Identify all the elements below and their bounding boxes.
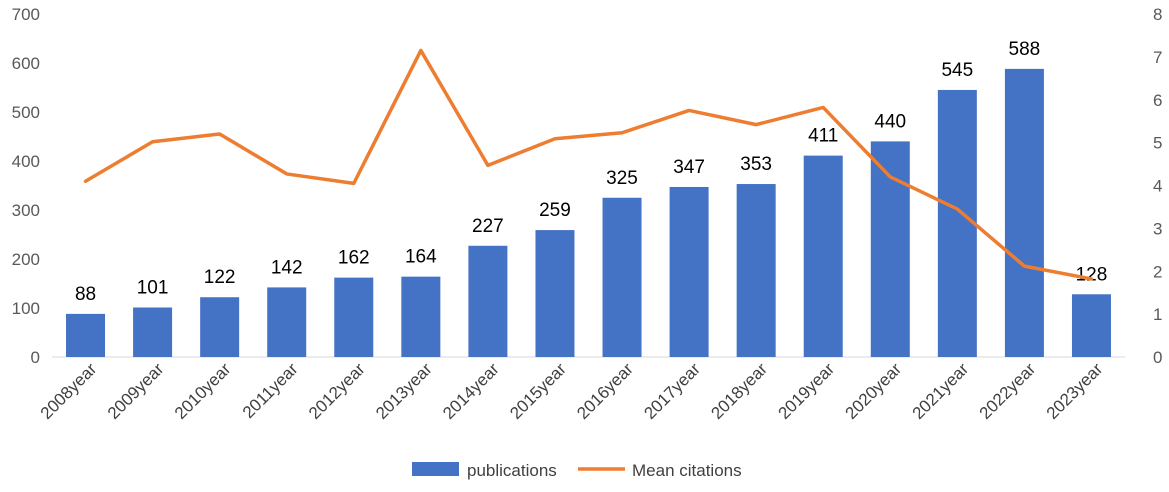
- x-tick-label: 2008year: [37, 359, 101, 423]
- left-y-tick-label: 300: [12, 201, 40, 220]
- left-y-tick-label: 200: [12, 250, 40, 269]
- bar-data-label: 227: [472, 216, 504, 237]
- right-y-tick-label: 3: [1153, 219, 1162, 238]
- left-y-axis: 0 100 200 300 400 500 600 700: [12, 5, 40, 367]
- x-tick-label: 2014year: [439, 359, 503, 423]
- x-tick-label: 2012year: [305, 359, 369, 423]
- right-y-tick-label: 8: [1153, 5, 1162, 24]
- bar: [803, 155, 843, 357]
- bar-data-label: 88: [75, 284, 96, 305]
- legend-swatch-publications: [412, 462, 459, 476]
- bar-data-label: 162: [338, 248, 370, 269]
- left-y-tick-label: 600: [12, 54, 40, 73]
- x-axis-ticks: 2008year 2009year 2010year 2011year 2012year…: [37, 359, 1107, 423]
- right-y-tick-label: 7: [1153, 48, 1162, 67]
- bar: [267, 287, 307, 357]
- bar-data-label: 353: [740, 154, 772, 175]
- bar: [401, 276, 441, 357]
- left-y-tick-label: 500: [12, 103, 40, 122]
- bar-data-label: 347: [673, 157, 705, 178]
- x-tick-label: 2009year: [104, 359, 168, 423]
- x-tick-label: 2020year: [842, 359, 906, 423]
- bar-data-label: 128: [1076, 264, 1108, 285]
- left-y-tick-label: 100: [12, 299, 40, 318]
- bar-data-label: 122: [204, 267, 236, 288]
- bar: [535, 230, 575, 357]
- bar: [870, 141, 910, 357]
- bar-data-label: 411: [808, 126, 838, 147]
- bar: [468, 245, 508, 357]
- legend: publications Mean citations: [412, 461, 742, 480]
- right-y-tick-label: 1: [1153, 305, 1162, 324]
- bar: [334, 277, 374, 357]
- left-y-tick-label: 700: [12, 5, 40, 24]
- line-path: [83, 48, 1094, 281]
- x-tick-label: 2023year: [1043, 359, 1107, 423]
- bar-data-label: 259: [539, 200, 571, 221]
- bar: [1004, 68, 1044, 357]
- x-tick-label: 2016year: [573, 359, 637, 423]
- x-tick-label: 2021year: [909, 359, 973, 423]
- bar-data-label: 164: [405, 247, 437, 268]
- x-tick-label: 2013year: [372, 359, 436, 423]
- bar-data-labels: 88 101 122 142 162 164 227 259 325 347 353 411 440 54…: [75, 39, 1107, 305]
- right-y-axis: 0 1 2 3 4 5 6 7 8: [1153, 5, 1162, 367]
- bar: [937, 89, 977, 357]
- right-y-tick-label: 4: [1153, 177, 1162, 196]
- legend-label-publications: publications: [467, 461, 557, 480]
- x-tick-label: 2019year: [774, 359, 838, 423]
- legend-label-mean-citations: Mean citations: [632, 461, 742, 480]
- bar-data-label: 545: [941, 60, 973, 81]
- bar-data-label: 588: [1009, 39, 1041, 60]
- bar-data-label: 142: [271, 257, 303, 278]
- bar: [1071, 294, 1111, 357]
- bar: [200, 297, 240, 357]
- bar-data-label: 101: [137, 278, 169, 299]
- x-tick-label: 2015year: [506, 359, 570, 423]
- x-tick-label: 2011year: [239, 359, 302, 422]
- bar-data-label: 440: [874, 111, 906, 132]
- x-tick-label: 2010year: [171, 359, 235, 423]
- line-series-mean-citations: [83, 48, 1094, 281]
- right-y-tick-label: 2: [1153, 262, 1162, 281]
- bar-data-label: 325: [606, 168, 638, 189]
- bar: [133, 307, 173, 357]
- bar: [669, 186, 709, 357]
- right-y-tick-label: 6: [1153, 91, 1162, 110]
- bar: [66, 313, 106, 357]
- bar: [602, 197, 642, 357]
- right-y-tick-label: 5: [1153, 134, 1162, 153]
- left-y-tick-label: 0: [31, 348, 40, 367]
- bar: [736, 184, 776, 357]
- x-tick-label: 2022year: [976, 359, 1040, 423]
- bar-series-publications: [66, 68, 1111, 357]
- x-tick-label: 2017year: [640, 359, 704, 423]
- left-y-tick-label: 400: [12, 152, 40, 171]
- right-y-tick-label: 0: [1153, 348, 1162, 367]
- x-tick-label: 2018year: [707, 359, 771, 423]
